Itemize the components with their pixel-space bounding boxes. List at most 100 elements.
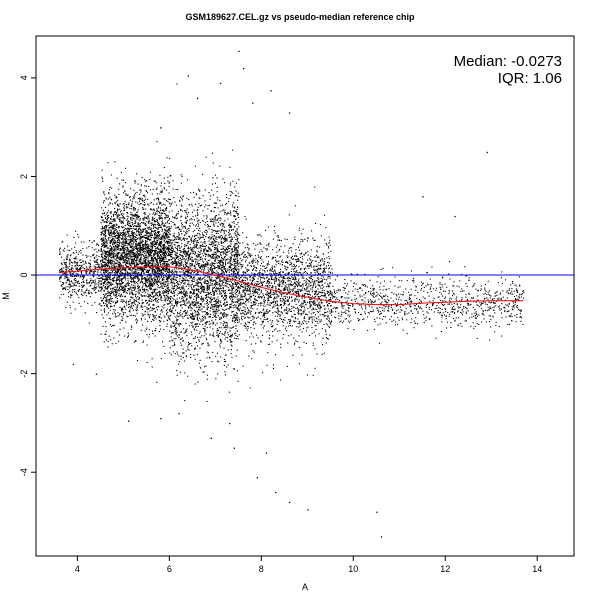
- data-point: [115, 292, 117, 294]
- data-point: [118, 205, 120, 207]
- data-point: [161, 237, 163, 239]
- data-point: [128, 253, 130, 255]
- data-point: [153, 243, 155, 245]
- data-point: [154, 249, 156, 251]
- data-point: [123, 277, 125, 279]
- data-point: [166, 246, 168, 248]
- data-point: [229, 266, 231, 268]
- data-point: [157, 296, 159, 298]
- data-point: [144, 245, 146, 247]
- data-point: [155, 260, 157, 262]
- data-point: [149, 280, 151, 282]
- data-point: [113, 290, 115, 292]
- data-point: [60, 256, 62, 258]
- data-point: [86, 288, 88, 290]
- data-point: [142, 342, 144, 344]
- data-point: [72, 301, 74, 303]
- data-point: [136, 269, 138, 271]
- data-point: [154, 298, 156, 300]
- data-point: [108, 232, 110, 234]
- data-point: [221, 225, 223, 227]
- data-point: [139, 261, 141, 263]
- data-point: [123, 257, 125, 259]
- data-point: [102, 258, 104, 260]
- data-point: [167, 292, 169, 294]
- data-point: [165, 236, 167, 238]
- data-point: [139, 224, 141, 226]
- data-point: [162, 278, 164, 280]
- data-point: [167, 201, 169, 203]
- data-point: [223, 312, 225, 314]
- data-point: [152, 216, 154, 218]
- data-point: [158, 268, 160, 270]
- data-point: [75, 285, 77, 287]
- data-point: [140, 239, 142, 241]
- data-point: [229, 327, 231, 329]
- data-point: [134, 225, 136, 227]
- data-point: [164, 262, 166, 264]
- data-point: [104, 218, 106, 220]
- data-point: [165, 241, 167, 243]
- data-point: [115, 275, 117, 277]
- chart-title: GSM189627.CEL.gz vs pseudo-median refere…: [185, 12, 415, 22]
- data-point: [78, 251, 80, 253]
- data-point: [132, 272, 134, 274]
- data-point: [136, 215, 138, 217]
- data-point: [132, 247, 134, 249]
- data-point: [121, 275, 123, 277]
- data-point: [113, 252, 115, 254]
- data-point: [103, 269, 105, 271]
- data-point: [175, 338, 177, 340]
- data-point: [133, 258, 135, 260]
- data-point: [173, 235, 175, 237]
- data-point: [89, 272, 91, 274]
- data-point: [132, 290, 134, 292]
- data-point: [182, 251, 184, 253]
- data-point: [166, 283, 168, 285]
- data-point: [162, 212, 164, 214]
- data-point: [153, 244, 155, 246]
- data-point: [130, 231, 132, 233]
- data-point: [168, 264, 170, 266]
- data-point: [137, 209, 139, 211]
- data-point: [133, 214, 135, 216]
- data-point: [237, 304, 239, 306]
- data-point: [127, 336, 129, 338]
- data-point: [161, 309, 163, 311]
- data-point: [127, 316, 129, 318]
- data-point: [106, 242, 108, 244]
- data-point: [133, 197, 135, 199]
- data-point: [110, 232, 112, 234]
- data-point: [106, 254, 108, 256]
- data-point: [140, 236, 142, 238]
- data-point: [166, 278, 168, 280]
- data-point: [74, 246, 76, 248]
- data-point: [111, 203, 113, 205]
- data-point: [155, 242, 157, 244]
- data-point: [107, 288, 109, 290]
- data-point: [154, 288, 156, 290]
- data-point: [83, 276, 85, 278]
- data-point: [127, 232, 129, 234]
- data-point: [219, 338, 221, 340]
- data-point: [157, 231, 159, 233]
- data-point: [133, 261, 135, 263]
- data-point: [119, 249, 121, 251]
- data-point: [85, 295, 87, 297]
- data-point: [76, 281, 78, 283]
- data-point: [71, 262, 73, 264]
- data-point: [120, 279, 122, 281]
- data-point: [192, 312, 194, 314]
- data-point: [73, 275, 75, 277]
- data-point: [120, 279, 122, 281]
- data-point: [151, 243, 153, 245]
- data-point: [105, 269, 107, 271]
- data-point: [152, 304, 154, 306]
- data-point: [112, 292, 114, 294]
- data-point: [202, 173, 204, 175]
- data-point: [231, 288, 233, 290]
- data-point: [76, 258, 78, 260]
- data-point: [137, 309, 139, 311]
- data-point: [128, 310, 130, 312]
- data-point: [105, 330, 107, 332]
